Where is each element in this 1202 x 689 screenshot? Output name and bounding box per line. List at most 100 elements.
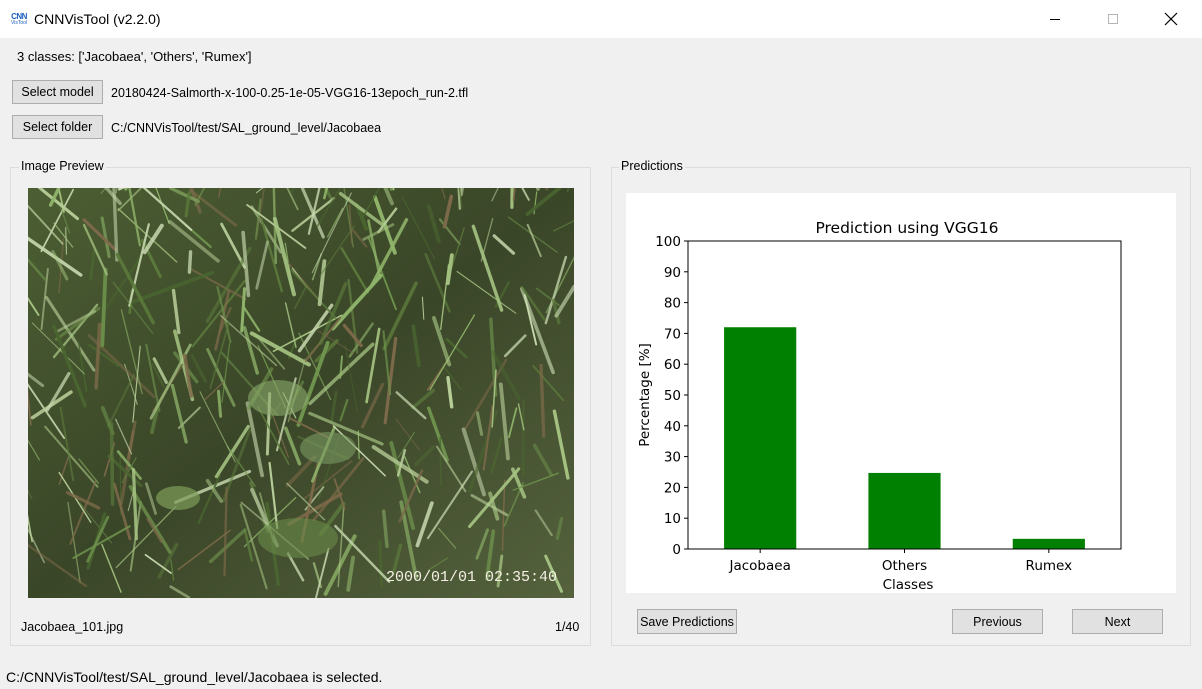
grass-blade xyxy=(112,188,119,262)
grass-blade xyxy=(28,252,39,267)
grass-blade xyxy=(346,555,356,592)
grass-blade xyxy=(217,389,223,418)
close-icon xyxy=(1164,12,1178,26)
grass-blade xyxy=(421,296,425,320)
grass-blade xyxy=(319,225,355,277)
grass-blade xyxy=(317,330,354,354)
grass-blade xyxy=(28,527,46,564)
grass-blade xyxy=(445,253,454,286)
grass-blade xyxy=(544,255,568,325)
grass-blade xyxy=(339,355,343,379)
grass-blade xyxy=(410,388,436,410)
bar-jacobaea xyxy=(724,327,797,549)
image-preview: 2000/01/01 02:35:40 xyxy=(28,188,574,598)
grass-blade xyxy=(307,188,321,235)
grass-blade xyxy=(520,285,546,321)
grass-blade xyxy=(142,223,164,255)
grass-blade xyxy=(112,281,154,335)
grass-blade xyxy=(191,279,246,348)
grass-blade xyxy=(145,343,161,412)
grass-blade xyxy=(427,406,449,462)
grass-blade xyxy=(51,250,69,281)
grass-blade xyxy=(214,424,250,479)
save-predictions-button[interactable]: Save Predictions xyxy=(637,609,737,634)
y-tick-label: 90 xyxy=(664,265,681,281)
grass-blade xyxy=(339,398,349,422)
grass-blade xyxy=(28,236,83,277)
grass-blade xyxy=(510,188,514,209)
grass-blade xyxy=(365,327,381,404)
grass-blade xyxy=(220,222,247,269)
grass-blade xyxy=(115,505,177,569)
grass-blade xyxy=(204,381,225,400)
prediction-chart-svg: Prediction using VGG16 0 10 20 30 40 50 60 70 80… xyxy=(637,219,1122,593)
grass-blade xyxy=(205,478,223,503)
grass-blade xyxy=(317,259,327,307)
grass-blade xyxy=(184,191,191,218)
grass-blade xyxy=(240,287,246,333)
grass-blade xyxy=(318,282,348,345)
grass-blade xyxy=(67,502,81,584)
grass-blade xyxy=(100,267,108,348)
grass-blade xyxy=(315,547,330,598)
grass-blade xyxy=(554,284,574,318)
grass-blade xyxy=(28,383,66,440)
maximize-button[interactable] xyxy=(1084,0,1142,38)
grass-blade xyxy=(525,188,563,216)
grass-blade xyxy=(334,524,391,583)
previous-button[interactable]: Previous xyxy=(952,609,1043,634)
grass-blade xyxy=(389,441,416,530)
preview-photo: 2000/01/01 02:35:40 xyxy=(28,188,574,598)
grass-blade xyxy=(498,382,510,461)
plot-frame xyxy=(687,240,1122,550)
grass-blade xyxy=(468,467,521,529)
classes-label: 3 classes: ['Jacobaea', 'Others', 'Rumex… xyxy=(17,49,252,64)
grass-blade xyxy=(239,503,268,590)
grass-blade xyxy=(157,542,179,579)
grass-blade xyxy=(424,253,451,313)
grass-blade xyxy=(397,431,416,459)
next-button[interactable]: Next xyxy=(1072,609,1163,634)
grass-blade xyxy=(94,322,102,390)
grass-blade xyxy=(446,375,454,409)
select-model-button[interactable]: Select model xyxy=(12,80,103,104)
grass-blade xyxy=(330,390,338,422)
grass-blade xyxy=(82,218,117,251)
grass-blade xyxy=(59,406,75,482)
grass-blade xyxy=(146,517,164,544)
image-counter: 1/40 xyxy=(555,620,580,634)
grass-blade xyxy=(128,223,150,307)
grass-blade xyxy=(552,409,570,480)
grass-blade xyxy=(268,461,279,530)
grass-blade xyxy=(140,238,162,278)
grass-blade xyxy=(199,391,236,463)
grass-blade xyxy=(348,204,353,245)
grass-blade xyxy=(130,270,215,304)
select-folder-button[interactable]: Select folder xyxy=(12,115,103,139)
grass-blade xyxy=(431,316,452,367)
grass-blade xyxy=(58,201,71,234)
grass-blade xyxy=(457,188,461,210)
grass-blade xyxy=(170,559,175,581)
minimize-button[interactable] xyxy=(1026,0,1084,38)
grass-blade xyxy=(461,427,486,497)
grass-blade xyxy=(521,188,530,201)
grass-blade xyxy=(28,386,32,426)
grass-blade xyxy=(544,554,563,593)
grass-blade xyxy=(383,336,398,425)
grass-blade xyxy=(398,469,424,523)
grass-blade xyxy=(427,557,449,571)
grass-blade xyxy=(377,207,398,234)
grass-blade xyxy=(45,295,96,372)
grass-blade xyxy=(396,449,407,477)
app-logo-icon: CNN VisTool xyxy=(10,11,28,26)
grass-blade xyxy=(65,491,101,510)
grass-blade xyxy=(169,585,191,598)
close-button[interactable] xyxy=(1142,0,1200,38)
grass-blade xyxy=(257,406,290,465)
grass-blade xyxy=(194,188,206,206)
grass-blade xyxy=(381,509,389,549)
y-tick-label: 30 xyxy=(664,450,681,466)
grass-blade xyxy=(326,207,344,238)
grass-blade xyxy=(69,480,97,545)
